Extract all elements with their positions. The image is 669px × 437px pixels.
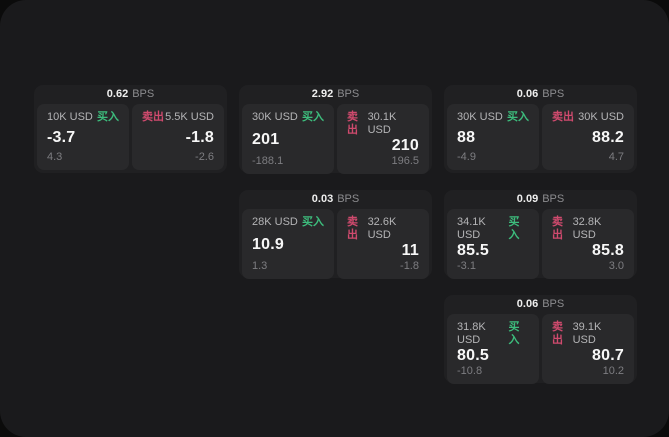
bps-value: 0.09 — [516, 193, 539, 205]
quote-card: 0.06 BPS 30K USD 买入 88 -4.9 卖出 30K USD — [444, 85, 637, 173]
quote-card: 0.06 BPS 31.8K USD 买入 80.5 -10.8 卖出 39.1… — [444, 295, 637, 384]
sell-label: 卖出 — [552, 111, 574, 123]
buy-notional: 31.8K USD — [457, 321, 486, 346]
bps-unit: BPS — [542, 298, 565, 310]
sell-notional: 30K USD — [578, 111, 624, 123]
bps-header: 0.06 BPS — [447, 85, 634, 104]
buy-price: 201 — [252, 130, 280, 148]
sell-delta: -2.6 — [195, 151, 214, 163]
buy-pane[interactable]: 34.1K USD 买入 85.5 -3.1 — [447, 209, 539, 279]
buy-delta: -188.1 — [252, 155, 284, 167]
sell-delta: -1.8 — [400, 260, 419, 272]
sell-notional: 30.1K USD — [367, 111, 397, 136]
sell-price: 11 — [401, 242, 419, 259]
sell-label: 卖出 — [552, 321, 563, 346]
buy-price: -3.7 — [47, 128, 76, 146]
buy-pane[interactable]: 31.8K USD 买入 80.5 -10.8 — [447, 314, 539, 384]
sell-delta: 196.5 — [391, 155, 419, 167]
card-body: 31.8K USD 买入 80.5 -10.8 卖出 39.1K USD 80.… — [447, 314, 634, 384]
bps-value: 0.06 — [516, 88, 539, 100]
buy-pane[interactable]: 30K USD 买入 88 -4.9 — [447, 104, 539, 170]
sell-price: 85.8 — [592, 242, 624, 259]
buy-price: 80.5 — [457, 347, 489, 364]
buy-price: 85.5 — [457, 242, 489, 259]
quote-card: 0.03 BPS 28K USD 买入 10.9 1.3 卖出 32.6K US… — [239, 190, 432, 279]
buy-label: 买入 — [507, 111, 529, 123]
sell-price: -1.8 — [185, 128, 214, 146]
sell-pane[interactable]: 卖出 32.6K USD 11 -1.8 — [337, 209, 429, 279]
sell-pane[interactable]: 卖出 39.1K USD 80.7 10.2 — [542, 314, 634, 384]
quote-cards-grid: 0.62 BPS 10K USD 买入 -3.7 4.3 卖出 5.5K USD — [34, 85, 637, 384]
card-body: 34.1K USD 买入 85.5 -3.1 卖出 32.8K USD 85.8… — [447, 209, 634, 279]
buy-pane[interactable]: 28K USD 买入 10.9 1.3 — [242, 209, 334, 279]
bps-value: 0.62 — [106, 88, 129, 100]
bps-header: 0.62 BPS — [37, 85, 224, 104]
sell-pane[interactable]: 卖出 30.1K USD 210 196.5 — [337, 104, 429, 174]
buy-price: 88 — [457, 128, 476, 146]
sell-label: 卖出 — [142, 111, 164, 123]
bps-value: 0.06 — [516, 298, 539, 310]
bps-unit: BPS — [132, 88, 155, 100]
sell-delta: 4.7 — [608, 151, 624, 163]
buy-delta: -3.1 — [457, 260, 476, 272]
sell-pane[interactable]: 卖出 30K USD 88.2 4.7 — [542, 104, 634, 170]
card-body: 30K USD 买入 88 -4.9 卖出 30K USD 88.2 4.7 — [447, 104, 634, 170]
bps-header: 0.03 BPS — [242, 190, 429, 209]
bps-value: 0.03 — [311, 193, 334, 205]
sell-notional: 39.1K USD — [572, 321, 602, 346]
card-body: 30K USD 买入 201 -188.1 卖出 30.1K USD 210 1… — [242, 104, 429, 174]
buy-notional: 34.1K USD — [457, 216, 486, 241]
bps-value: 2.92 — [311, 88, 334, 100]
buy-notional: 10K USD — [47, 111, 93, 123]
buy-notional: 30K USD — [252, 111, 298, 123]
buy-label: 买入 — [97, 111, 119, 123]
quote-card: 0.09 BPS 34.1K USD 买入 85.5 -3.1 卖出 32.8K… — [444, 190, 637, 279]
buy-delta: -10.8 — [457, 365, 483, 377]
buy-label: 买入 — [302, 111, 324, 123]
sell-notional: 5.5K USD — [165, 111, 214, 123]
buy-price: 10.9 — [252, 235, 284, 253]
sell-price: 88.2 — [592, 128, 624, 146]
sell-label: 卖出 — [347, 111, 358, 136]
buy-pane[interactable]: 10K USD 买入 -3.7 4.3 — [37, 104, 129, 170]
card-body: 28K USD 买入 10.9 1.3 卖出 32.6K USD 11 -1.8 — [242, 209, 429, 279]
quote-card: 2.92 BPS 30K USD 买入 201 -188.1 卖出 30.1K … — [239, 85, 432, 174]
buy-notional: 28K USD — [252, 216, 298, 228]
bps-header: 2.92 BPS — [242, 85, 429, 104]
buy-delta: -4.9 — [457, 151, 476, 163]
sell-label: 卖出 — [347, 216, 358, 241]
buy-label: 买入 — [508, 321, 520, 346]
sell-pane[interactable]: 卖出 5.5K USD -1.8 -2.6 — [132, 104, 224, 170]
bps-header: 0.06 BPS — [447, 295, 634, 314]
sell-label: 卖出 — [552, 216, 563, 241]
bps-header: 0.09 BPS — [447, 190, 634, 209]
sell-delta: 3.0 — [608, 260, 624, 272]
quote-card: 0.62 BPS 10K USD 买入 -3.7 4.3 卖出 5.5K USD — [34, 85, 227, 173]
sell-price: 210 — [391, 137, 419, 154]
buy-delta: 4.3 — [47, 151, 63, 163]
bps-unit: BPS — [337, 193, 360, 205]
buy-delta: 1.3 — [252, 260, 268, 272]
card-body: 10K USD 买入 -3.7 4.3 卖出 5.5K USD -1.8 -2.… — [37, 104, 224, 170]
buy-label: 买入 — [302, 216, 324, 228]
bps-unit: BPS — [542, 193, 565, 205]
buy-label: 买入 — [508, 216, 520, 241]
sell-delta: 10.2 — [602, 365, 624, 377]
bps-unit: BPS — [542, 88, 565, 100]
sell-price: 80.7 — [592, 347, 624, 364]
bps-unit: BPS — [337, 88, 360, 100]
sell-pane[interactable]: 卖出 32.8K USD 85.8 3.0 — [542, 209, 634, 279]
buy-pane[interactable]: 30K USD 买入 201 -188.1 — [242, 104, 334, 174]
sell-notional: 32.6K USD — [367, 216, 397, 241]
sell-notional: 32.8K USD — [572, 216, 602, 241]
buy-notional: 30K USD — [457, 111, 503, 123]
